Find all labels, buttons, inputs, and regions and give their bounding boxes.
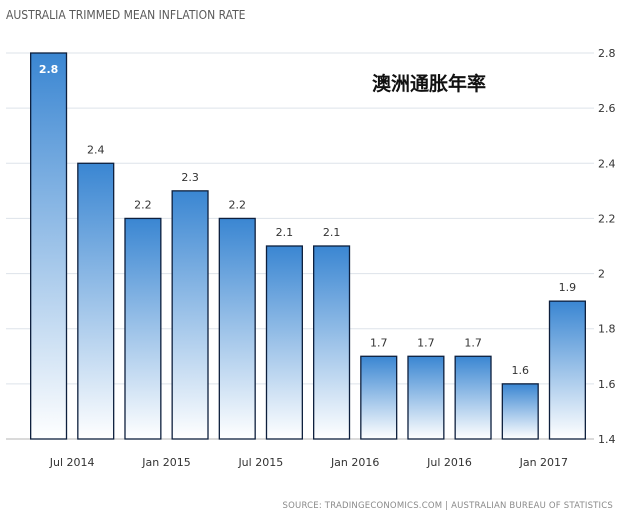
y-tick-label: 2.8	[598, 47, 616, 60]
bar	[407, 355, 445, 440]
bar-value-label: 1.6	[512, 364, 530, 377]
bar-value-label: 1.7	[464, 336, 482, 349]
bar	[124, 217, 162, 440]
x-tick-label: Jul 2016	[426, 456, 472, 469]
bar-value-label: 2.2	[229, 198, 247, 211]
x-tick-label: Jan 2017	[519, 456, 568, 469]
x-axis: Jul 2014 Jan 2015 Jul 2015 Jan 2016 Jul 2016…	[49, 456, 568, 469]
bar	[30, 52, 68, 440]
y-tick-label: 2.2	[598, 212, 616, 225]
bar-value-label: 2.1	[276, 226, 294, 239]
x-tick-label: Jan 2016	[330, 456, 379, 469]
bar	[77, 162, 115, 440]
bar	[501, 383, 539, 440]
bar-value-label: 2.2	[134, 198, 152, 211]
x-tick-label: Jul 2015	[237, 456, 283, 469]
bar-value-label: 2.4	[87, 143, 105, 156]
bar-value-label: 1.7	[417, 336, 435, 349]
bar-value-label: 2.1	[323, 226, 341, 239]
bar-value-label: 2.3	[181, 171, 199, 184]
bar	[265, 245, 303, 440]
bar-value-label: 1.7	[370, 336, 388, 349]
y-tick-label: 1.8	[598, 323, 616, 336]
y-tick-label: 2	[598, 268, 605, 281]
bar	[171, 190, 209, 440]
overlay-title: 澳洲通胀年率	[372, 72, 486, 95]
bar	[218, 217, 256, 440]
bar-value-label: 1.9	[559, 281, 577, 294]
bar	[360, 355, 398, 440]
y-tick-label: 1.4	[598, 433, 616, 446]
bar	[454, 355, 492, 440]
bars	[30, 52, 586, 440]
y-tick-label: 2.6	[598, 102, 616, 115]
bar	[313, 245, 351, 440]
source-note: SOURCE: TRADINGECONOMICS.COM | AUSTRALIA…	[283, 501, 613, 511]
x-tick-label: Jul 2014	[49, 456, 95, 469]
bar	[548, 300, 586, 440]
bar-value-label: 2.8	[39, 63, 59, 76]
y-tick-label: 1.6	[598, 378, 616, 391]
x-tick-label: Jan 2015	[141, 456, 190, 469]
y-axis: 1.4 1.6 1.8 2 2.2 2.4 2.6 2.8	[598, 47, 616, 446]
y-tick-label: 2.4	[598, 157, 616, 170]
data-labels: 2.8 2.4 2.2 2.3 2.2 2.1 2.1 1.7 1.7 1.7 1.6 1.9	[39, 63, 576, 377]
chart-title: AUSTRALIA TRIMMED MEAN INFLATION RATE	[6, 8, 246, 22]
